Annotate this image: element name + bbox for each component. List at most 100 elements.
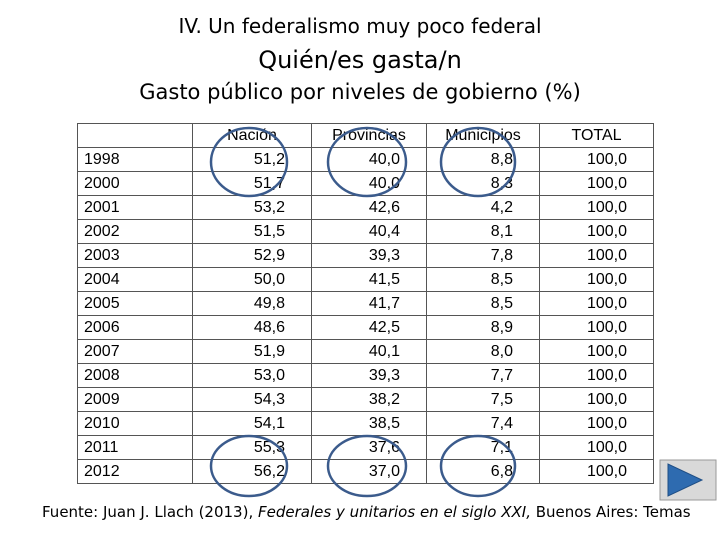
value-cell: 52,9 <box>192 243 312 268</box>
year-cell: 2011 <box>77 435 193 460</box>
value-cell: 100,0 <box>539 195 654 220</box>
supertitle: IV. Un federalismo muy poco federal <box>178 14 542 38</box>
year-cell: 2007 <box>77 339 193 364</box>
year-cell: 2003 <box>77 243 193 268</box>
value-cell: 38,2 <box>311 387 427 412</box>
header-cell <box>77 123 193 148</box>
header-cell: Provincias <box>311 123 427 148</box>
value-cell: 100,0 <box>539 411 654 436</box>
year-cell: 2010 <box>77 411 193 436</box>
table-row: 2003 52,9 39,3 7,8 100,0 <box>77 243 654 268</box>
value-cell: 8,1 <box>426 219 540 244</box>
value-cell: 100,0 <box>539 171 654 196</box>
table-row: 2000 51,7 40,0 8,3 100,0 <box>77 171 654 196</box>
value-cell: 8,9 <box>426 315 540 340</box>
value-cell: 8,8 <box>426 147 540 172</box>
year-cell: 2001 <box>77 195 193 220</box>
year-cell: 2005 <box>77 291 193 316</box>
value-cell: 51,5 <box>192 219 312 244</box>
year-cell: 2000 <box>77 171 193 196</box>
value-cell: 51,2 <box>192 147 312 172</box>
value-cell: 100,0 <box>539 387 654 412</box>
value-cell: 38,5 <box>311 411 427 436</box>
value-cell: 37,0 <box>311 459 427 484</box>
table-row: 2006 48,6 42,5 8,9 100,0 <box>77 315 654 340</box>
value-cell: 48,6 <box>192 315 312 340</box>
value-cell: 39,3 <box>311 363 427 388</box>
value-cell: 40,0 <box>311 147 427 172</box>
value-cell: 53,0 <box>192 363 312 388</box>
value-cell: 100,0 <box>539 267 654 292</box>
source-italic: Federales y unitarios en el siglo XXI, <box>258 503 531 521</box>
table-row: 2010 54,1 38,5 7,4 100,0 <box>77 411 654 436</box>
value-cell: 37,6 <box>311 435 427 460</box>
table-row: 2012 56,2 37,0 6,8 100,0 <box>77 459 654 484</box>
value-cell: 41,7 <box>311 291 427 316</box>
year-cell: 2004 <box>77 267 193 292</box>
value-cell: 100,0 <box>539 219 654 244</box>
value-cell: 54,1 <box>192 411 312 436</box>
header-cell: TOTAL <box>539 123 654 148</box>
value-cell: 100,0 <box>539 339 654 364</box>
value-cell: 8,3 <box>426 171 540 196</box>
value-cell: 100,0 <box>539 363 654 388</box>
header-row: Nación Provincias Municipios TOTAL <box>77 123 654 148</box>
value-cell: 42,5 <box>311 315 427 340</box>
header-cell: Municipios <box>426 123 540 148</box>
value-cell: 41,5 <box>311 267 427 292</box>
table-row: 2002 51,5 40,4 8,1 100,0 <box>77 219 654 244</box>
table-row: 2007 51,9 40,1 8,0 100,0 <box>77 339 654 364</box>
value-cell: 49,8 <box>192 291 312 316</box>
value-cell: 100,0 <box>539 147 654 172</box>
source-text: Buenos Aires: Temas <box>530 503 691 521</box>
value-cell: 40,0 <box>311 171 427 196</box>
value-cell: 7,7 <box>426 363 540 388</box>
value-cell: 56,2 <box>192 459 312 484</box>
value-cell: 100,0 <box>539 291 654 316</box>
year-cell: 2008 <box>77 363 193 388</box>
value-cell: 55,3 <box>192 435 312 460</box>
table-row: 2009 54,3 38,2 7,5 100,0 <box>77 387 654 412</box>
value-cell: 8,5 <box>426 267 540 292</box>
header-cell: Nación <box>192 123 312 148</box>
value-cell: 51,9 <box>192 339 312 364</box>
value-cell: 40,4 <box>311 219 427 244</box>
value-cell: 51,7 <box>192 171 312 196</box>
table-row: 2005 49,8 41,7 8,5 100,0 <box>77 291 654 316</box>
table-row: 2001 53,2 42,6 4,2 100,0 <box>77 195 654 220</box>
year-cell: 1998 <box>77 147 193 172</box>
source-text: Fuente: Juan J. Llach (2013), <box>42 503 258 521</box>
value-cell: 100,0 <box>539 315 654 340</box>
value-cell: 42,6 <box>311 195 427 220</box>
data-table: Nación Provincias Municipios TOTAL 1998 51,2 4… <box>77 123 654 484</box>
year-cell: 2009 <box>77 387 193 412</box>
year-cell: 2006 <box>77 315 193 340</box>
table-row: 2011 55,3 37,6 7,1 100,0 <box>77 435 654 460</box>
value-cell: 7,4 <box>426 411 540 436</box>
value-cell: 100,0 <box>539 243 654 268</box>
value-cell: 7,8 <box>426 243 540 268</box>
value-cell: 8,0 <box>426 339 540 364</box>
value-cell: 7,5 <box>426 387 540 412</box>
table-row: 2004 50,0 41,5 8,5 100,0 <box>77 267 654 292</box>
value-cell: 53,2 <box>192 195 312 220</box>
value-cell: 7,1 <box>426 435 540 460</box>
table-row: 1998 51,2 40,0 8,8 100,0 <box>77 147 654 172</box>
year-cell: 2002 <box>77 219 193 244</box>
value-cell: 6,8 <box>426 459 540 484</box>
value-cell: 100,0 <box>539 435 654 460</box>
value-cell: 39,3 <box>311 243 427 268</box>
next-button[interactable] <box>659 459 717 501</box>
title: Quién/es gasta/n <box>258 46 462 74</box>
value-cell: 8,5 <box>426 291 540 316</box>
value-cell: 4,2 <box>426 195 540 220</box>
value-cell: 100,0 <box>539 459 654 484</box>
source: Fuente: Juan J. Llach (2013), Federales … <box>42 503 691 521</box>
value-cell: 50,0 <box>192 267 312 292</box>
subtitle: Gasto público por niveles de gobierno (%… <box>139 80 581 104</box>
year-cell: 2012 <box>77 459 193 484</box>
play-icon <box>667 463 704 497</box>
value-cell: 40,1 <box>311 339 427 364</box>
table-row: 2008 53,0 39,3 7,7 100,0 <box>77 363 654 388</box>
